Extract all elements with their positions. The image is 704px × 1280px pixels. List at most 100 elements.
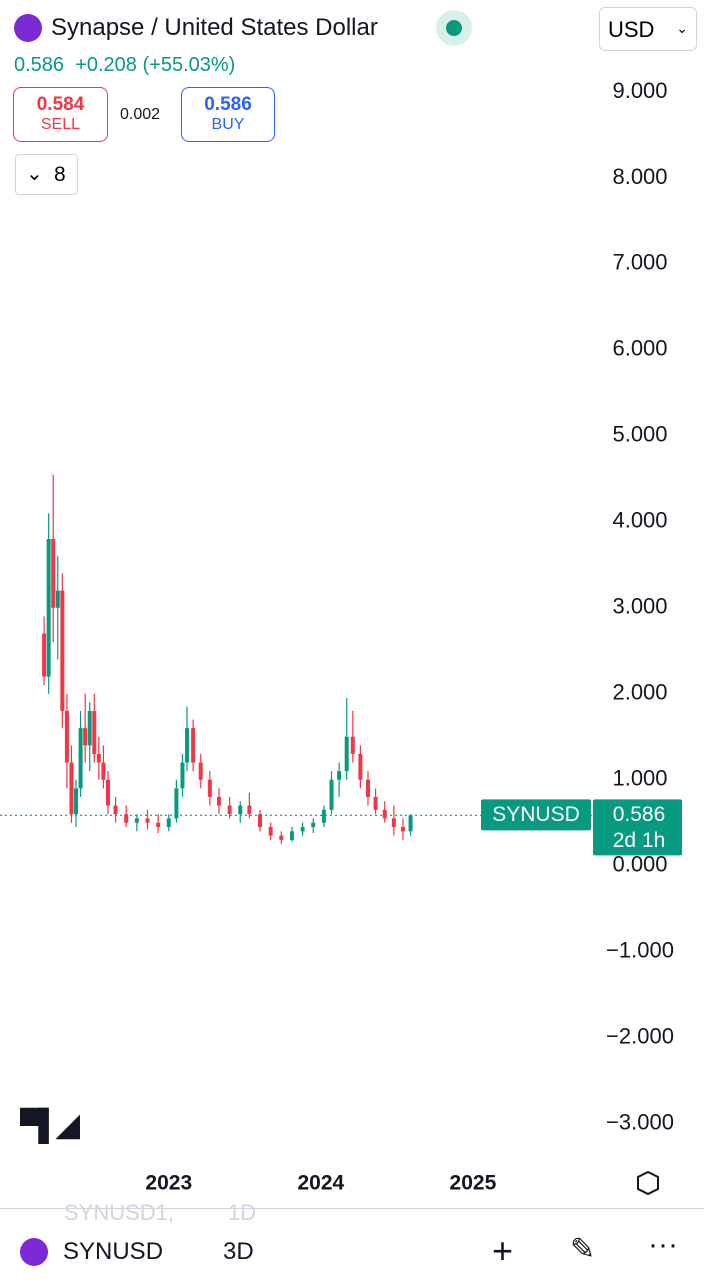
candle-body <box>289 831 294 840</box>
candle-body <box>358 753 363 780</box>
add-button[interactable]: + <box>492 1230 514 1271</box>
candle-body <box>216 796 221 806</box>
y-tick-label: 6.000 <box>612 336 667 361</box>
caret: ⌄ <box>676 20 688 36</box>
candle-body <box>279 835 284 840</box>
candle-body <box>185 728 190 763</box>
candle-body <box>64 710 69 763</box>
coin-icon <box>14 14 42 42</box>
candle-body <box>373 796 378 810</box>
y-tick-label: 0.000 <box>612 852 667 877</box>
price-tag-countdown: 2d 1h <box>613 829 666 852</box>
change-pct: (+55.03%) <box>142 54 236 76</box>
spread: 0.002 <box>120 106 161 123</box>
y-tick-label: 9.000 <box>612 78 667 103</box>
indicators-toggle[interactable]: ⌄ 8 <box>15 154 78 195</box>
x-tick-label: 2025 <box>450 1172 497 1195</box>
symbol-title: Synapse / United States Dollar <box>51 14 378 41</box>
candle-body <box>51 539 56 608</box>
candle-body <box>344 736 349 772</box>
y-tick-label: −2.000 <box>606 1023 674 1048</box>
x-tick-label: 2023 <box>145 1172 192 1195</box>
y-tick-label: 4.000 <box>612 508 667 533</box>
candle-body <box>180 762 185 789</box>
coin-icon <box>20 1238 48 1266</box>
y-tick-label: 3.000 <box>612 594 667 619</box>
price-tag-value: 0.586 <box>613 803 666 826</box>
sell-label: SELL <box>40 116 81 133</box>
sell-button[interactable]: 0.584 SELL <box>13 87 108 142</box>
tv-logo: ▀▌◢ <box>20 1109 80 1142</box>
currency-select[interactable]: USD ⌄ <box>599 7 697 51</box>
candle-body <box>60 590 65 711</box>
price: 0.586 <box>14 54 65 76</box>
candle-body <box>87 710 92 746</box>
candle-body <box>124 814 129 823</box>
x-tick-label: 2024 <box>297 1172 344 1195</box>
candle-body <box>42 633 47 677</box>
candle-body <box>55 590 60 608</box>
change: +0.208 <box>75 54 137 76</box>
candle-body <box>350 736 355 754</box>
candle-body <box>92 710 97 754</box>
candle-body <box>247 805 252 815</box>
market-status <box>436 10 472 46</box>
candle-body <box>105 779 110 806</box>
candle-body <box>337 771 342 780</box>
candle-body <box>408 815 413 832</box>
candle-body <box>258 814 263 828</box>
candle-body <box>268 827 273 836</box>
symbol-tag <box>481 799 591 831</box>
candle-body <box>191 728 196 763</box>
candle-body <box>174 788 179 819</box>
divider <box>0 1208 704 1209</box>
candle-body <box>382 809 387 819</box>
y-tick-label: 7.000 <box>612 250 667 275</box>
y-tick-label: 2.000 <box>612 680 667 705</box>
buy-price: 0.586 <box>204 94 252 115</box>
candle-body <box>207 779 212 797</box>
y-tick-label: 1.000 <box>612 766 667 791</box>
candle-body <box>101 762 106 780</box>
price-tag <box>593 799 682 856</box>
indicator-count: 8 <box>54 163 66 186</box>
candle-body <box>46 539 51 677</box>
y-tick-label: 8.000 <box>612 164 667 189</box>
quote: 0.586 +0.208 (+55.03%) <box>14 54 235 77</box>
candle-body <box>156 822 161 828</box>
sell-price: 0.584 <box>36 94 85 115</box>
y-tick-label: 5.000 <box>612 422 667 447</box>
candle-body <box>321 809 326 823</box>
watermark-interval: 1D <box>228 1200 257 1225</box>
candle-body <box>74 788 79 815</box>
more-button[interactable]: ··· <box>648 1228 678 1261</box>
draw-button[interactable]: ✎ <box>570 1233 596 1266</box>
candle-body <box>113 805 118 815</box>
watermark-symbol: SYNUSD1, <box>64 1200 175 1225</box>
y-tick-label: −1.000 <box>606 937 674 962</box>
buy-button[interactable]: 0.586 BUY <box>181 87 275 142</box>
candle-body <box>145 818 150 823</box>
candle-body <box>198 762 203 780</box>
settings-icon <box>637 1170 659 1196</box>
candle-body <box>134 818 139 823</box>
candle-body <box>69 762 74 815</box>
candle-body <box>96 753 101 763</box>
buy-label: BUY <box>211 116 245 133</box>
candle-body <box>400 827 405 832</box>
candle-body <box>238 805 243 815</box>
candle-body <box>83 728 88 746</box>
symbol-tag-label: SYNUSD <box>492 803 580 826</box>
candle-body <box>166 818 171 828</box>
currency: USD <box>608 17 655 42</box>
footer-symbol[interactable]: SYNUSD <box>63 1238 164 1265</box>
footer-interval[interactable]: 3D <box>223 1238 254 1265</box>
candle-body <box>311 822 316 828</box>
candle-body <box>300 827 305 832</box>
candle-body <box>329 779 334 810</box>
candle-body <box>391 818 396 828</box>
y-tick-label: −3.000 <box>606 1109 674 1134</box>
candle-body <box>78 728 83 789</box>
